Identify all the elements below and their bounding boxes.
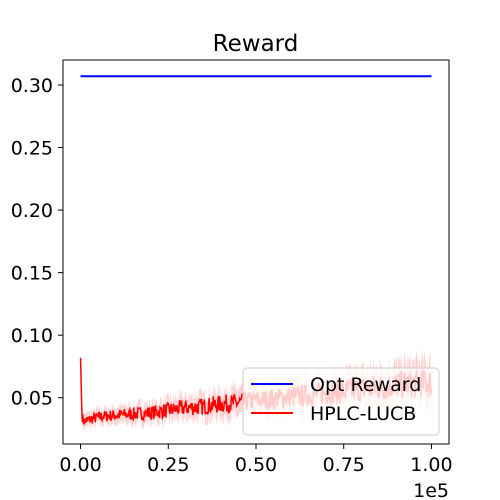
legend-label-hplc-lucb: HPLC-LUCB — [310, 403, 416, 425]
y-tick-label: 0.10 — [11, 325, 53, 347]
x-tick-label: 0.75 — [323, 454, 365, 476]
x-tick-label: 1.00 — [410, 454, 452, 476]
y-tick-label: 0.05 — [11, 388, 53, 410]
y-tick-label: 0.25 — [11, 138, 53, 160]
y-tick-label: 0.30 — [11, 75, 53, 97]
x-tick-label: 0.00 — [59, 454, 101, 476]
axes: 0.00 0.25 0.50 0.75 1.00 0.05 0.10 0.15 0.20 0.25… — [11, 75, 453, 476]
x-axis-offset-label: 1e5 — [413, 480, 449, 500]
x-tick-label: 0.25 — [147, 454, 189, 476]
chart-title: Reward — [213, 31, 299, 57]
y-tick-label: 0.20 — [11, 200, 53, 222]
x-tick-label: 0.50 — [235, 454, 277, 476]
y-tick-label: 0.15 — [11, 263, 53, 285]
legend-label-opt-reward: Opt Reward — [310, 374, 421, 396]
legend: Opt Reward HPLC-LUCB — [242, 367, 440, 436]
